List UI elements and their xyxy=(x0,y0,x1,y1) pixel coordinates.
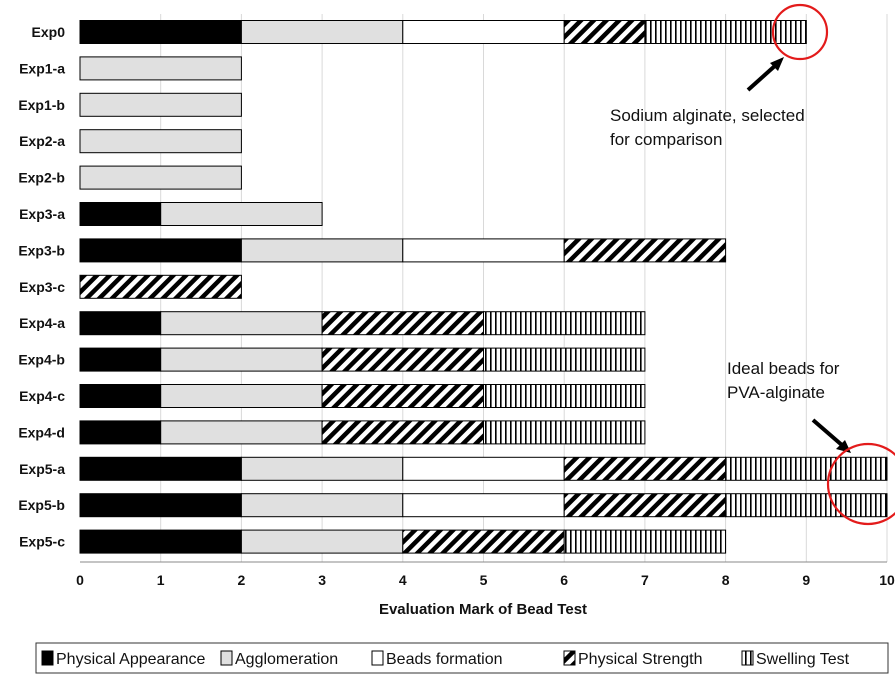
bar-segment xyxy=(79,420,162,445)
bar-segment xyxy=(240,493,404,518)
bar-segment xyxy=(483,347,646,372)
bar-segment xyxy=(240,456,404,481)
bar-segment xyxy=(79,311,162,336)
legend-swatch xyxy=(220,650,233,666)
category-label: Exp3-a xyxy=(19,206,65,222)
bar-segment xyxy=(402,456,565,481)
x-tick-labels: 0 1 2 3 4 5 6 7 8 9 10 xyxy=(76,572,895,588)
legend-label: Swelling Test xyxy=(756,651,850,668)
bar-segment xyxy=(483,420,646,445)
bar-segment xyxy=(160,311,323,336)
category-label: Exp2-a xyxy=(19,133,65,149)
bar-segment xyxy=(563,456,727,481)
bar-segment xyxy=(79,384,162,408)
bar-segment xyxy=(240,529,404,554)
category-label: Exp4-a xyxy=(19,315,65,331)
bar-segment xyxy=(321,347,484,372)
x-tick-label: 0 xyxy=(76,572,84,588)
bar-segment xyxy=(644,20,807,44)
bar-segment xyxy=(563,238,727,263)
category-labels: Exp0 Exp1-a Exp1-b Exp2-a Exp2-b Exp3-a Exp3-b… xyxy=(18,24,65,550)
bar-segment xyxy=(160,347,323,372)
legend-swatch xyxy=(371,650,384,666)
x-tick-label: 7 xyxy=(641,572,649,588)
bar-segment xyxy=(402,20,565,44)
legend-swatch xyxy=(563,650,576,666)
annotation-exp5-line1: Ideal beads for xyxy=(727,359,840,378)
x-axis-title: Evaluation Mark of Bead Test xyxy=(379,601,587,618)
bar-segment xyxy=(321,420,484,445)
legend-swatch xyxy=(41,650,54,666)
bar-segment xyxy=(79,56,242,81)
bar-segment xyxy=(402,238,565,263)
annotation-exp0-line2: for comparison xyxy=(610,130,722,149)
legend-label: Physical Strength xyxy=(578,651,703,668)
bar-segment xyxy=(79,238,242,263)
annotations: Sodium alginate, selected for comparison… xyxy=(610,3,895,526)
category-label: Exp1-a xyxy=(19,60,65,76)
legend-label: Agglomeration xyxy=(235,651,338,668)
bar-segment xyxy=(321,311,484,336)
category-label: Exp1-b xyxy=(18,97,65,113)
bar-segment xyxy=(79,92,242,117)
x-tick-label: 8 xyxy=(722,572,730,588)
bar-segment xyxy=(725,493,888,518)
x-tick-label: 9 xyxy=(802,572,810,588)
arrow-exp5 xyxy=(811,418,845,448)
bar-segment xyxy=(79,493,242,518)
category-label: Exp0 xyxy=(32,24,66,40)
x-tick-label: 1 xyxy=(157,572,165,588)
bar-segment xyxy=(79,274,242,299)
legend-swatch xyxy=(741,650,754,666)
x-tick-label: 3 xyxy=(318,572,326,588)
bar-segment xyxy=(160,420,323,445)
bar-segment xyxy=(79,202,162,226)
bar-segment xyxy=(79,529,242,554)
bar-segment xyxy=(79,456,242,481)
bar-segment xyxy=(483,384,646,408)
bar-segment xyxy=(160,384,323,408)
bar-segment xyxy=(563,529,727,554)
bar-segment xyxy=(563,20,646,44)
highlight-circle-exp0 xyxy=(771,3,829,61)
category-label: Exp4-b xyxy=(18,352,65,368)
bar-segment xyxy=(240,20,404,44)
bar-segment xyxy=(79,347,162,372)
bar-segment xyxy=(79,129,242,154)
x-tick-label: 2 xyxy=(238,572,246,588)
legend-label: Physical Appearance xyxy=(56,651,206,668)
category-label: Exp5-a xyxy=(19,461,65,477)
category-label: Exp5-c xyxy=(19,534,65,550)
bar-segment xyxy=(483,311,646,336)
bar-segment xyxy=(79,165,242,190)
legend-label: Beads formation xyxy=(386,651,503,668)
bar-segment xyxy=(563,493,727,518)
arrow-exp0 xyxy=(746,62,779,92)
bar-segment xyxy=(240,238,404,263)
annotation-exp5-line2: PVA-alginate xyxy=(727,383,825,402)
bar-segment xyxy=(321,384,484,408)
category-label: Exp4-c xyxy=(19,388,65,404)
category-label: Exp3-c xyxy=(19,279,65,295)
bar-segment xyxy=(160,202,323,226)
x-tick-label: 10 xyxy=(879,572,895,588)
legend-box xyxy=(35,642,889,674)
category-label: Exp5-b xyxy=(18,497,65,513)
category-label: Exp4-d xyxy=(18,424,65,440)
bars xyxy=(79,20,888,554)
bar-segment xyxy=(402,493,565,518)
annotation-exp0-line1: Sodium alginate, selected xyxy=(610,106,805,125)
bar-segment xyxy=(725,456,888,481)
category-label: Exp3-b xyxy=(18,242,65,258)
bar-segment xyxy=(79,20,242,44)
x-tick-label: 6 xyxy=(560,572,568,588)
highlight-circle-exp5 xyxy=(826,442,895,526)
bar-segment xyxy=(402,529,565,554)
x-tick-label: 4 xyxy=(399,572,407,588)
x-tick-label: 5 xyxy=(480,572,488,588)
category-label: Exp2-b xyxy=(18,170,65,186)
legend: Physical Appearance Agglomeration Beads fo… xyxy=(35,642,889,674)
arrowhead-exp0 xyxy=(770,57,784,71)
